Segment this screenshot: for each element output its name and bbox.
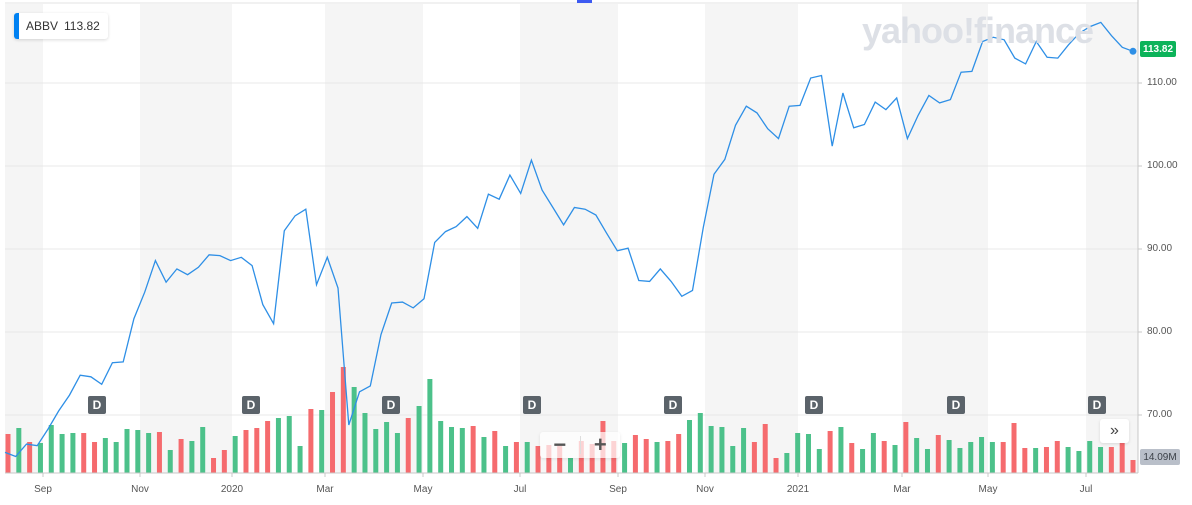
dividend-marker[interactable]: D	[88, 396, 106, 414]
y-tick-label: 70.00	[1147, 409, 1173, 420]
axes	[5, 0, 1142, 477]
x-tick-label: Nov	[696, 484, 714, 495]
legend-symbol: ABBV	[26, 19, 59, 33]
y-tick-label: 90.00	[1147, 243, 1173, 254]
grid-lines	[5, 2, 1138, 416]
dividend-marker[interactable]: D	[664, 396, 682, 414]
dividend-marker[interactable]: D	[523, 396, 541, 414]
x-tick-label: Sep	[609, 484, 627, 495]
dividend-marker[interactable]: D	[947, 396, 965, 414]
dividend-marker[interactable]: D	[242, 396, 260, 414]
x-tick-label: 2021	[786, 484, 810, 495]
month-bands	[5, 4, 1138, 473]
zoom-out-button[interactable]: −	[553, 432, 567, 457]
y-tick-label: 80.00	[1147, 326, 1173, 337]
dividend-marker[interactable]: D	[382, 396, 400, 414]
current-volume-flag: 14.09M	[1140, 449, 1180, 465]
zoom-separator	[579, 436, 581, 454]
price-line	[4, 21, 1134, 458]
double-chevron-right-icon: »	[1110, 422, 1119, 439]
top-drag-handle[interactable]	[577, 0, 592, 3]
x-tick-label: May	[978, 484, 998, 495]
x-tick-label: 2020	[220, 484, 244, 495]
zoom-in-button[interactable]: +	[593, 432, 607, 457]
legend-box[interactable]: ABBV 113.82	[14, 13, 108, 39]
dividend-marker[interactable]: D	[1088, 396, 1106, 414]
current-price-flag: 113.82	[1140, 41, 1176, 57]
x-tick-label: Jul	[513, 484, 527, 495]
y-tick-label: 110.00	[1147, 77, 1177, 88]
x-tick-label: May	[413, 484, 433, 495]
zoom-controls: − +	[540, 432, 620, 458]
x-tick-label: Nov	[131, 484, 149, 495]
legend-color-bar	[14, 13, 19, 39]
x-tick-label: Mar	[316, 484, 334, 495]
dividend-marker[interactable]: D	[805, 396, 823, 414]
y-tick-label: 100.00	[1147, 160, 1178, 171]
last-price-dot	[1129, 47, 1137, 55]
x-tick-label: Mar	[893, 484, 911, 495]
legend-price: 113.82	[64, 19, 100, 33]
scroll-to-latest-button[interactable]: »	[1100, 419, 1129, 443]
x-tick-label: Jul	[1079, 484, 1093, 495]
x-tick-label: Sep	[34, 484, 52, 495]
yahoo-finance-watermark: yahoo!finance	[862, 10, 1094, 51]
